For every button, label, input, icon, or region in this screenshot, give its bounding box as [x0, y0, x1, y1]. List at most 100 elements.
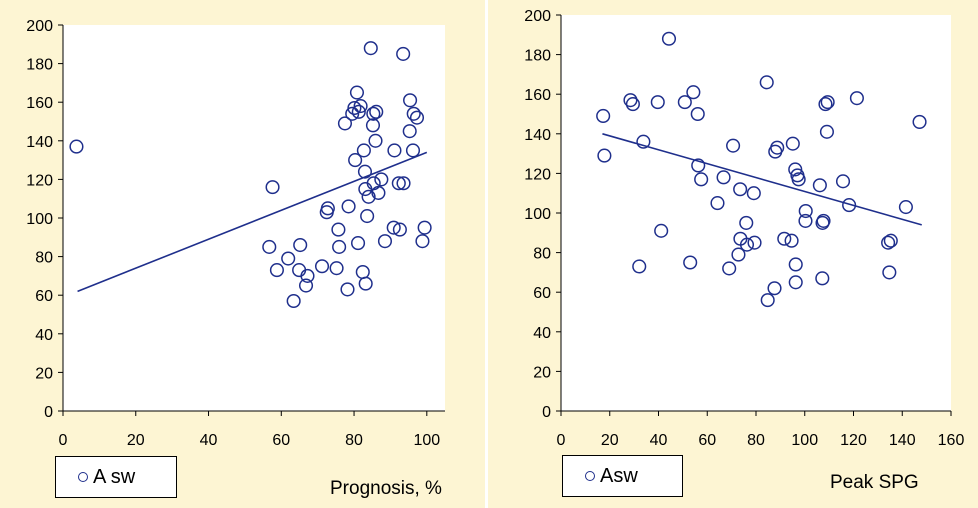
data-point — [403, 93, 418, 108]
data-point — [269, 263, 284, 278]
data-point — [623, 93, 638, 108]
y-tick-label: 80 — [35, 250, 53, 267]
data-point — [686, 85, 701, 100]
y-tick-label: 60 — [35, 288, 53, 305]
y-tick-label: 140 — [524, 127, 551, 144]
data-point — [356, 143, 371, 158]
data-point — [406, 106, 421, 121]
data-point — [417, 220, 432, 235]
data-point — [716, 170, 731, 185]
y-tick-label: 120 — [524, 166, 551, 183]
plot-area — [63, 25, 445, 411]
data-point — [366, 106, 381, 121]
data-point — [746, 186, 761, 201]
data-point — [340, 282, 355, 297]
y-tick-label: 200 — [524, 8, 551, 25]
data-point — [349, 85, 365, 100]
data-point — [683, 255, 698, 270]
data-point — [815, 271, 830, 286]
y-tick-label: 160 — [26, 95, 53, 112]
legend-marker-circle-icon — [585, 471, 595, 481]
data-point — [722, 261, 737, 276]
data-point — [710, 196, 725, 211]
data-point — [320, 201, 335, 216]
y-tick-label: 100 — [524, 206, 551, 223]
data-point — [788, 275, 803, 290]
trend-line — [602, 133, 922, 226]
data-point — [690, 106, 705, 122]
data-point — [898, 200, 913, 215]
data-point — [409, 110, 425, 125]
trend-line — [77, 151, 428, 293]
data-point — [345, 106, 360, 121]
data-point — [739, 237, 755, 252]
data-point — [694, 172, 709, 187]
x-tick-label: 80 — [345, 432, 363, 449]
y-tick-label: 120 — [26, 172, 53, 189]
data-point — [300, 268, 315, 283]
data-point — [777, 231, 792, 246]
data-point — [733, 182, 748, 197]
data-point — [883, 233, 898, 248]
data-point — [791, 172, 806, 187]
y-tick-label: 60 — [533, 285, 551, 302]
y-tick-label: 0 — [542, 404, 551, 421]
data-point — [625, 97, 640, 112]
y-tick-label: 140 — [26, 134, 53, 151]
y-tick-label: 20 — [35, 365, 53, 382]
y-tick-label: 160 — [524, 87, 551, 104]
x-tick-label: 100 — [791, 432, 818, 449]
data-point — [726, 138, 741, 153]
data-point — [881, 235, 896, 250]
x-tick-label: 0 — [59, 432, 68, 449]
data-point — [767, 281, 782, 296]
x-tick-label: 140 — [889, 432, 916, 449]
y-tick-label: 40 — [35, 327, 53, 344]
y-tick-label: 80 — [533, 246, 551, 263]
data-point — [677, 95, 692, 110]
data-point — [361, 189, 376, 204]
chart-panel-peak-spg: 0 20 40 60 80 100 120 140 160 180 200 0 20 40 60 80 100 1… — [488, 0, 978, 508]
x-tick-label: 20 — [601, 432, 619, 449]
x-tick-label: 100 — [413, 432, 440, 449]
data-point — [365, 118, 381, 133]
data-point — [597, 148, 612, 163]
data-point — [391, 176, 406, 191]
data-point — [784, 233, 799, 248]
data-point — [759, 75, 774, 90]
data-point — [368, 133, 383, 148]
data-point — [636, 134, 651, 149]
data-point — [912, 114, 927, 129]
data-point — [691, 158, 706, 173]
data-point — [396, 46, 411, 62]
legend: Asw — [562, 455, 683, 497]
data-point — [770, 140, 785, 155]
data-point — [788, 257, 803, 272]
x-tick-label: 20 — [127, 432, 145, 449]
data-point — [293, 237, 308, 253]
x-tick-label: 0 — [557, 432, 566, 449]
data-point — [347, 100, 362, 116]
y-tick-label: 20 — [533, 364, 551, 381]
data-point — [358, 276, 373, 291]
chart-panel-prognosis: 0 20 40 60 80 100 120 140 160 180 200 0 20 40 60 80 100 … — [0, 0, 485, 508]
y-tick-label: 100 — [26, 211, 53, 228]
y-tick-label: 180 — [524, 48, 551, 65]
data-point — [747, 235, 762, 250]
data-point — [286, 293, 301, 309]
data-point — [835, 174, 851, 189]
data-point — [350, 236, 366, 251]
legend-label: Asw — [600, 464, 638, 487]
data-point — [369, 104, 384, 119]
data-point — [341, 199, 356, 214]
data-point — [405, 143, 421, 158]
x-tick-label: 60 — [272, 432, 290, 449]
data-point — [396, 176, 411, 191]
data-point — [818, 97, 833, 112]
y-tick-label: 0 — [44, 404, 53, 421]
data-point — [731, 247, 746, 262]
data-point — [348, 153, 363, 168]
data-point — [387, 143, 402, 158]
data-point — [337, 116, 353, 131]
x-axis-title: Prognosis, % — [330, 478, 442, 499]
